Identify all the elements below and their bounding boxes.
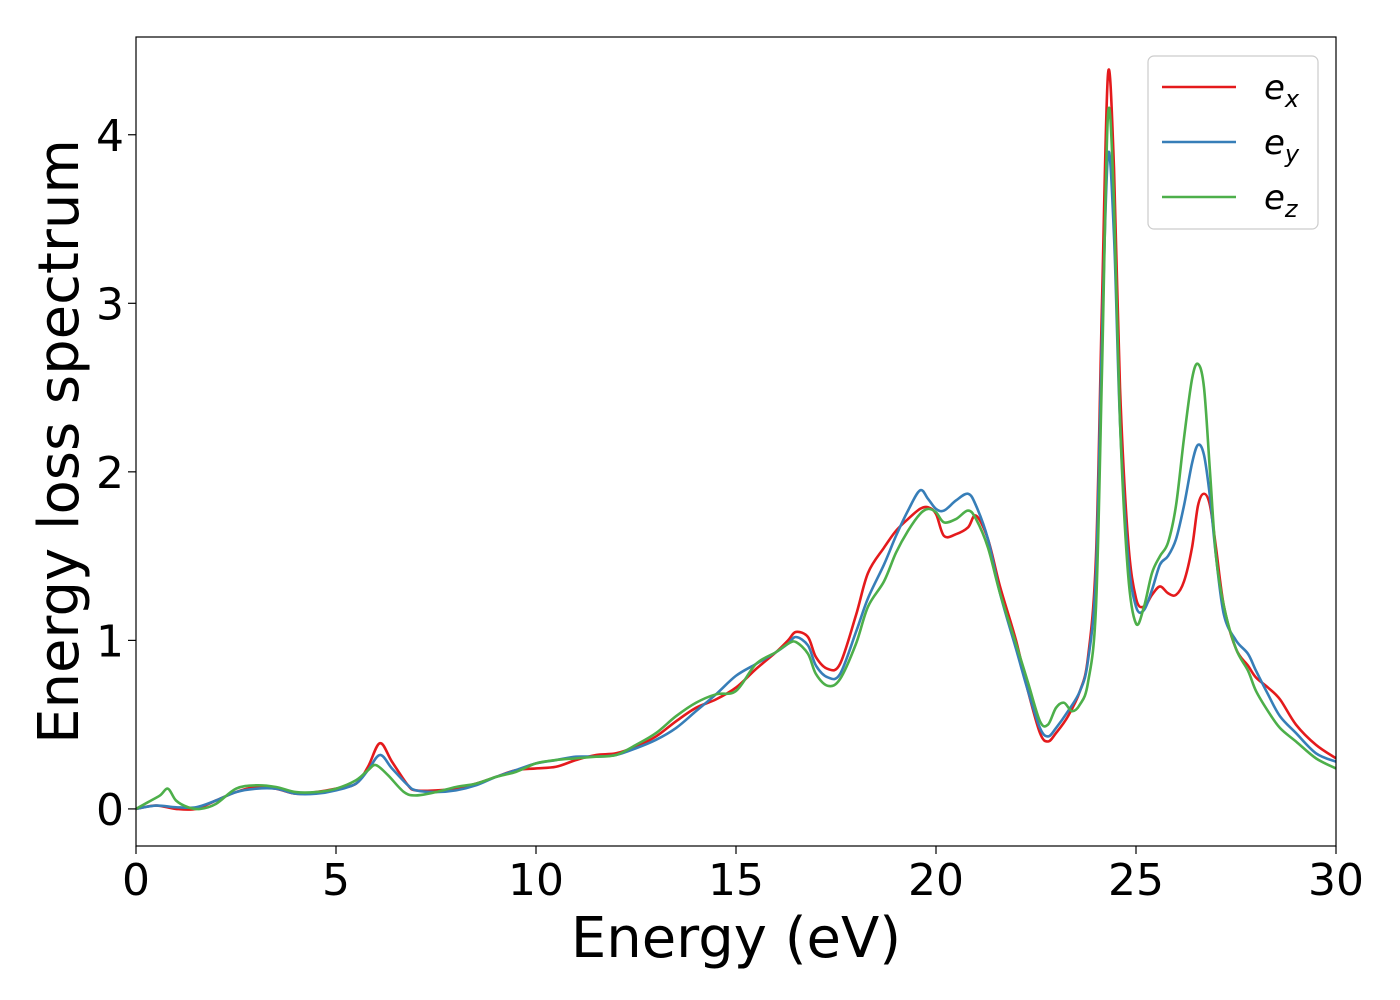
y-axis-label: Energy loss spectrum bbox=[27, 139, 92, 744]
x-tick-label: 30 bbox=[1308, 855, 1364, 906]
legend-label-ez: ez bbox=[1264, 178, 1299, 223]
series-line-ez bbox=[136, 106, 1336, 811]
y-tick-label: 0 bbox=[96, 785, 124, 836]
x-axis-label: Energy (eV) bbox=[571, 906, 901, 971]
x-tick-label: 5 bbox=[322, 855, 350, 906]
series-layer bbox=[136, 68, 1336, 811]
y-tick-label: 3 bbox=[96, 279, 124, 330]
legend-label-ex: ex bbox=[1264, 68, 1300, 113]
legend: ex ey ez bbox=[1147, 55, 1319, 230]
y-tick-label: 1 bbox=[96, 616, 124, 667]
x-tick-label: 0 bbox=[122, 855, 150, 906]
y-tick-label: 2 bbox=[96, 448, 124, 499]
y-axis-ticks: 0 1 2 3 4 bbox=[96, 111, 136, 836]
x-tick-label: 20 bbox=[908, 855, 964, 906]
x-tick-label: 25 bbox=[1108, 855, 1164, 906]
y-tick-label: 4 bbox=[96, 111, 124, 162]
x-axis-ticks: 0 5 10 15 20 25 30 bbox=[122, 846, 1364, 906]
x-tick-label: 10 bbox=[508, 855, 564, 906]
series-line-ey bbox=[136, 150, 1336, 811]
x-tick-label: 15 bbox=[708, 855, 764, 906]
legend-label-ey: ey bbox=[1264, 123, 1300, 168]
